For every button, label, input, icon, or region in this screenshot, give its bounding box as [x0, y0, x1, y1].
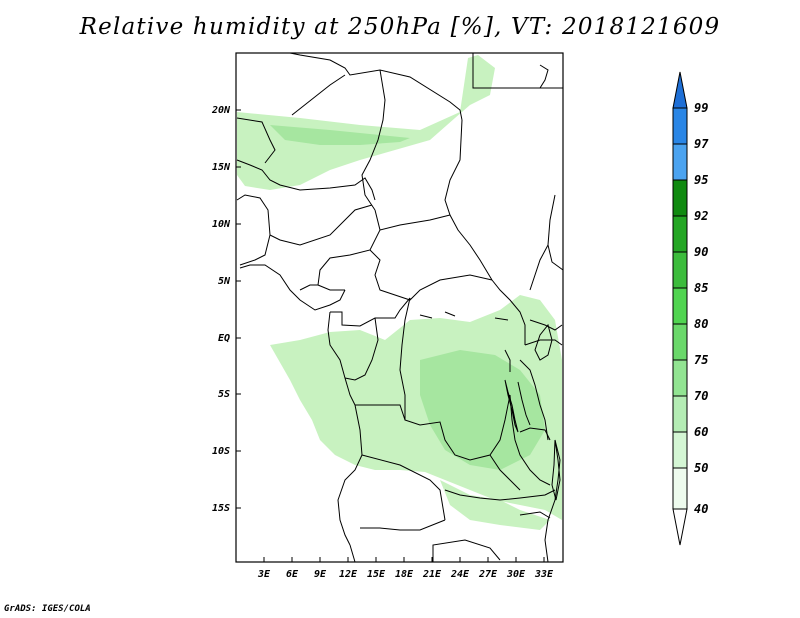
colorbar-segment — [672, 359, 688, 397]
lon-label: 15E — [367, 569, 386, 580]
lon-label: 21E — [422, 569, 442, 580]
lon-label: 3E — [257, 569, 271, 580]
colorbar-segment — [672, 431, 688, 469]
lon-label: 6E — [286, 569, 299, 580]
map-title: Relative humidity at 250hPa [%], VT: 201… — [79, 14, 721, 40]
humidity-region-congo-dense — [420, 350, 545, 470]
humidity-region-south — [440, 480, 550, 530]
lon-label: 33E — [534, 569, 554, 580]
colorbar-segment — [672, 323, 688, 361]
lon-label: 24E — [450, 569, 470, 580]
lat-label: EQ — [218, 333, 230, 344]
lat-label: 5S — [218, 389, 230, 400]
colorbar-segment — [672, 107, 688, 145]
country-borders — [236, 52, 564, 563]
colorbar-segment — [672, 251, 688, 289]
colorbar-label: 85 — [694, 281, 708, 295]
lon-label: 12E — [339, 569, 358, 580]
colorbar-label: 60 — [694, 425, 708, 439]
humidity-region-sahel-dense — [270, 125, 410, 145]
lat-label: 5N — [218, 276, 231, 287]
lakes — [419, 64, 561, 519]
colorbar-segment — [672, 395, 688, 433]
colorbar-label: 92 — [694, 209, 708, 223]
colorbar-top-arrow — [672, 71, 688, 109]
colorbar-segment — [672, 215, 688, 253]
lat-label: 15S — [212, 503, 230, 514]
colorbar-segment — [672, 287, 688, 325]
lat-label: 15N — [212, 162, 231, 173]
colorbar: 99 97 95 92 90 85 80 75 70 60 50 40 — [672, 71, 709, 546]
humidity-shading — [237, 55, 562, 530]
colorbar-label: 70 — [694, 389, 708, 403]
colorbar-label: 40 — [694, 502, 708, 516]
lat-label: 20N — [211, 105, 231, 116]
colorbar-segment — [672, 467, 688, 510]
colorbar-segment — [672, 143, 688, 181]
colorbar-label: 97 — [694, 137, 709, 151]
lon-label: 30E — [506, 569, 526, 580]
lon-label: 18E — [395, 569, 414, 580]
map-frame — [235, 52, 564, 563]
lon-label: 27E — [478, 569, 498, 580]
lon-label: 9E — [314, 569, 327, 580]
colorbar-label: 99 — [694, 101, 708, 115]
lat-label: 10S — [212, 446, 230, 457]
colorbar-label: 80 — [694, 317, 708, 331]
longitude-axis: 3E 6E 9E 12E 15E 18E 21E 24E 27E 30E 33E — [257, 557, 554, 580]
colorbar-label: 75 — [694, 353, 708, 367]
colorbar-label: 50 — [694, 461, 708, 475]
lat-label: 10N — [212, 219, 231, 230]
colorbar-bottom-arrow — [672, 508, 688, 546]
colorbar-segment — [672, 179, 688, 217]
humidity-region-sahel — [237, 55, 495, 190]
colorbar-label: 90 — [694, 245, 708, 259]
grads-credit: GrADS: IGES/COLA — [4, 604, 91, 614]
colorbar-label: 95 — [694, 173, 708, 187]
latitude-axis: 20N 15N 10N 5N EQ 5S 10S 15S — [211, 105, 241, 514]
